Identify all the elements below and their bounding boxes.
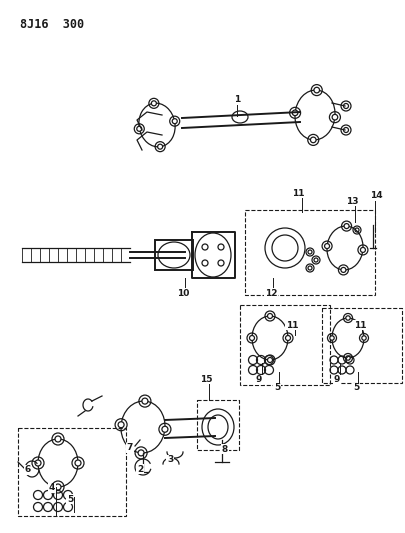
Text: 13: 13	[346, 197, 358, 206]
Circle shape	[55, 484, 61, 490]
Circle shape	[118, 422, 124, 428]
Text: 14: 14	[370, 191, 382, 200]
Bar	[245, 210, 375, 295]
Circle shape	[286, 335, 290, 341]
Circle shape	[151, 101, 156, 106]
Circle shape	[324, 244, 330, 248]
Text: 12: 12	[265, 288, 277, 297]
Circle shape	[142, 398, 148, 404]
Text: 3: 3	[167, 456, 173, 464]
Circle shape	[162, 426, 168, 432]
Text: 11: 11	[286, 320, 298, 329]
Circle shape	[332, 115, 338, 120]
Circle shape	[344, 223, 349, 229]
Circle shape	[267, 313, 273, 319]
Text: 6: 6	[25, 465, 31, 474]
Bar	[322, 308, 402, 383]
Text: 15: 15	[200, 375, 212, 384]
Circle shape	[343, 103, 348, 109]
Circle shape	[138, 450, 144, 456]
Circle shape	[35, 460, 41, 466]
Circle shape	[249, 335, 254, 341]
Circle shape	[75, 460, 81, 466]
Text: 10: 10	[177, 288, 189, 297]
Text: 7: 7	[127, 443, 133, 453]
Text: 1: 1	[234, 95, 240, 104]
Bar	[197, 400, 239, 450]
Circle shape	[55, 436, 61, 442]
Text: 2: 2	[137, 464, 143, 473]
Text: 4: 4	[49, 483, 55, 492]
Circle shape	[362, 336, 366, 340]
Text: 11: 11	[292, 189, 304, 198]
Circle shape	[158, 144, 163, 149]
Bar	[240, 305, 330, 385]
Circle shape	[360, 247, 365, 253]
Circle shape	[346, 356, 350, 360]
Text: 9: 9	[334, 376, 340, 384]
Circle shape	[346, 316, 350, 320]
Circle shape	[330, 336, 334, 340]
Text: 8: 8	[222, 445, 228, 454]
Bar	[18, 428, 126, 516]
Circle shape	[267, 358, 273, 362]
Bar	[155, 240, 193, 270]
Text: 9: 9	[256, 376, 262, 384]
Text: 8J16  300: 8J16 300	[20, 18, 84, 31]
Text: 5: 5	[353, 384, 359, 392]
Circle shape	[137, 126, 142, 131]
Circle shape	[314, 87, 320, 93]
Circle shape	[292, 110, 298, 116]
Circle shape	[341, 268, 346, 272]
Text: 5: 5	[274, 384, 280, 392]
Text: 5: 5	[67, 495, 73, 504]
Circle shape	[311, 137, 316, 143]
Text: 11: 11	[354, 320, 366, 329]
Circle shape	[343, 127, 348, 133]
Circle shape	[172, 119, 177, 124]
